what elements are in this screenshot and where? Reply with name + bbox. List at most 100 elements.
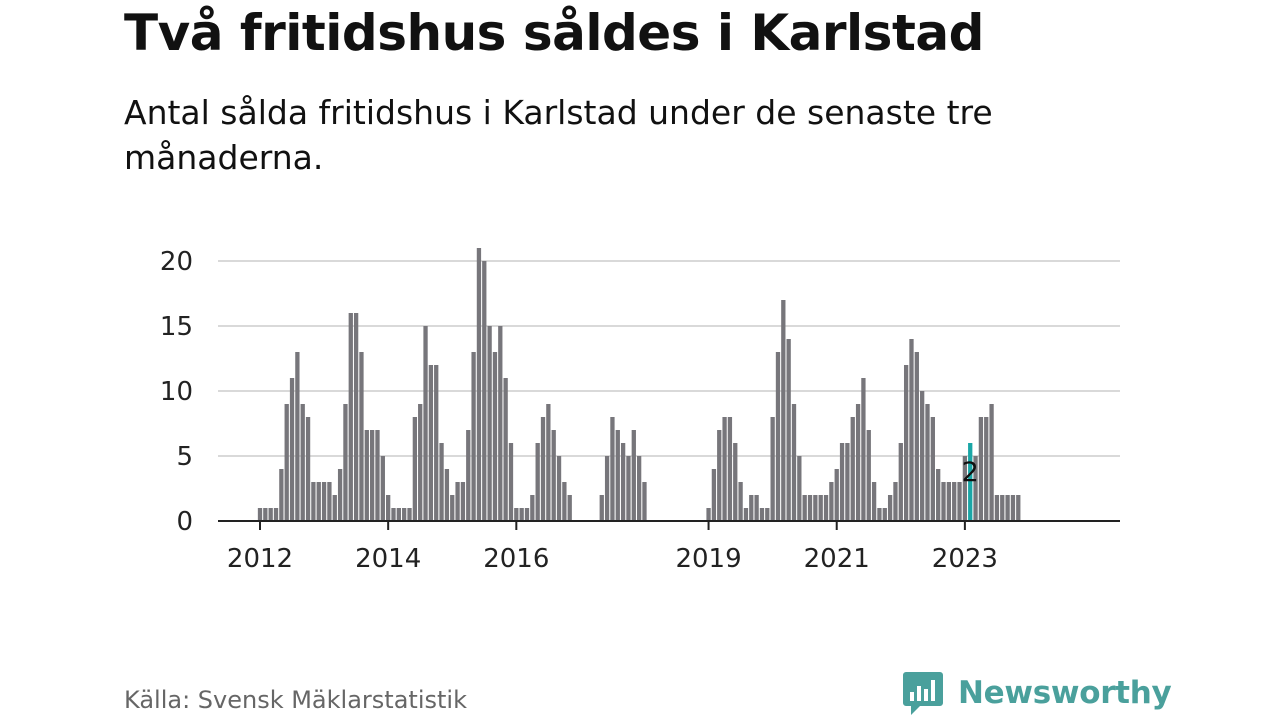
bar-chart-speech-bubble-icon <box>903 672 943 715</box>
bar <box>717 430 722 521</box>
bar <box>460 482 466 521</box>
brand-name: Newsworthy <box>958 675 1172 711</box>
bar <box>829 482 834 521</box>
bar <box>1016 495 1021 521</box>
brand-logo[interactable]: Newsworthy <box>902 670 1172 716</box>
x-tick-label: 2014 <box>355 544 421 574</box>
bar <box>567 495 572 521</box>
bar <box>439 443 444 521</box>
bar <box>743 508 749 521</box>
bar <box>610 417 615 521</box>
bar <box>284 404 289 521</box>
chart-subtitle: Antal sålda fritidshus i Karlstad under … <box>124 93 993 177</box>
bar <box>482 261 487 521</box>
bar <box>348 313 353 521</box>
y-tick-label: 10 <box>160 377 193 407</box>
bar <box>845 443 850 521</box>
bar <box>882 508 887 521</box>
bar <box>295 352 300 521</box>
bar <box>893 482 898 521</box>
bar <box>839 443 845 521</box>
bar <box>925 404 930 521</box>
bar <box>407 508 412 521</box>
bar <box>733 443 738 521</box>
bar <box>305 417 311 521</box>
bar <box>903 365 909 521</box>
bar <box>423 326 428 521</box>
bar <box>871 482 877 521</box>
bar <box>941 482 946 521</box>
bar <box>599 495 604 521</box>
bar <box>706 508 711 521</box>
bar <box>551 430 556 521</box>
bar <box>727 417 733 521</box>
bar <box>909 339 914 521</box>
x-tick-label: 2021 <box>804 544 870 574</box>
bar <box>989 404 994 521</box>
y-tick-label: 0 <box>176 507 193 537</box>
bar <box>620 443 626 521</box>
bar <box>802 495 807 521</box>
bar <box>898 443 903 521</box>
bar <box>642 482 647 521</box>
bar <box>332 495 337 521</box>
bar <box>337 469 343 521</box>
bar <box>268 508 273 521</box>
bar <box>914 352 919 521</box>
bar <box>273 508 279 521</box>
bar <box>530 495 535 521</box>
chart-title: Två fritidshus såldes i Karlstad <box>124 4 984 62</box>
highlight-data-label: 2 <box>962 457 979 488</box>
x-tick-label: 2012 <box>227 544 293 574</box>
x-tick-label: 2023 <box>932 544 998 574</box>
bar <box>850 417 855 521</box>
bar <box>300 404 305 521</box>
bar <box>279 469 284 521</box>
bar <box>546 404 551 521</box>
bar-chart: 0 5 10 15 20 2012 2014 2016 2019 2021 2023 2 <box>160 247 1120 574</box>
bar <box>626 456 631 521</box>
bar <box>775 352 781 521</box>
bar <box>380 456 385 521</box>
bar <box>759 508 765 521</box>
bar <box>604 456 610 521</box>
y-axis-ticks: 0 5 10 15 20 <box>160 247 193 537</box>
bar <box>359 352 364 521</box>
bar <box>343 404 348 521</box>
bar <box>263 508 268 521</box>
bar <box>738 482 743 521</box>
bar <box>855 404 861 521</box>
bar <box>514 508 519 521</box>
bar <box>786 339 791 521</box>
bar <box>428 365 434 521</box>
bar <box>257 508 263 521</box>
bar <box>866 430 871 521</box>
bars <box>257 248 1021 521</box>
bar <box>791 404 797 521</box>
bar <box>920 391 925 521</box>
bar <box>540 417 546 521</box>
bar <box>887 495 893 521</box>
bar <box>556 456 562 521</box>
bar <box>396 508 401 521</box>
bar <box>636 456 642 521</box>
bar <box>311 482 316 521</box>
bar <box>402 508 407 521</box>
bar <box>936 469 941 521</box>
bar <box>524 508 530 521</box>
bar <box>444 469 450 521</box>
bar <box>450 495 455 521</box>
bar <box>471 352 476 521</box>
bar <box>353 313 359 521</box>
bar <box>973 456 978 521</box>
bar <box>327 482 332 521</box>
bar <box>289 378 295 521</box>
bar <box>631 430 636 521</box>
bar <box>711 469 717 521</box>
bar <box>930 417 935 521</box>
bar <box>316 482 321 521</box>
bar <box>807 495 813 521</box>
x-axis-ticks: 2012 2014 2016 2019 2021 2023 <box>227 521 998 574</box>
bar <box>770 417 775 521</box>
bar <box>391 508 396 521</box>
